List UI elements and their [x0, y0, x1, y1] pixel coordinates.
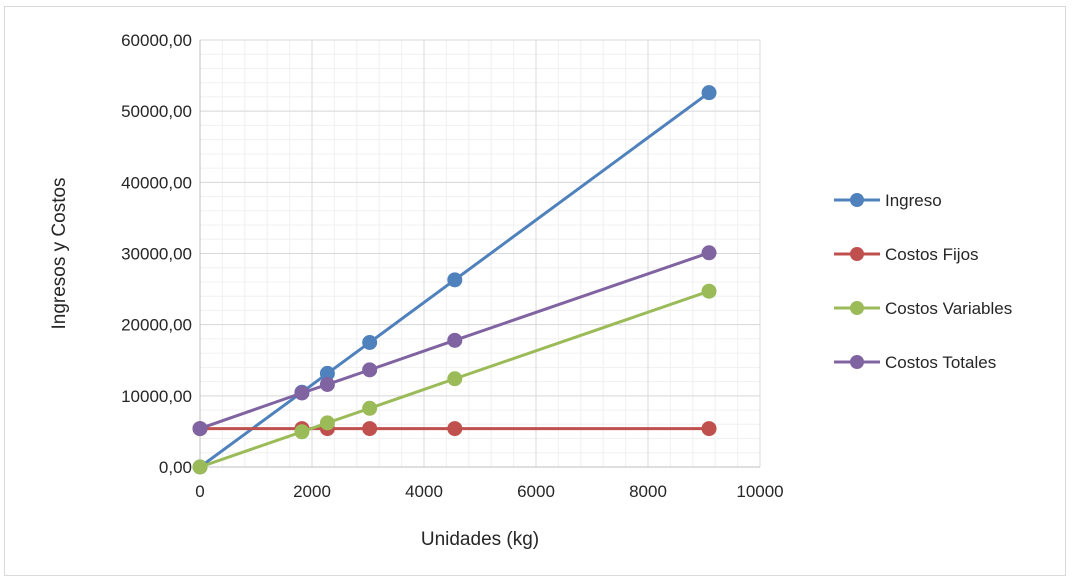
series-line — [199, 289, 710, 469]
axes — [199, 40, 760, 468]
series-line — [199, 91, 710, 469]
y-tick-label: 20000,00 — [121, 316, 192, 335]
series-costos-totales — [192, 245, 717, 437]
tick-labels: 0 2000 4000 6000 8000 10000 0,00 10000,00 20000,… — [121, 31, 784, 501]
legend-marker — [850, 355, 864, 369]
y-tick-label: 10000,00 — [121, 387, 192, 406]
data-point — [701, 245, 717, 261]
y-tick-label: 40000,00 — [121, 173, 192, 192]
x-tick-label: 8000 — [629, 482, 667, 501]
series-costos-fijos — [192, 421, 717, 437]
legend-marker — [850, 301, 864, 315]
x-axis-title: Unidades (kg) — [421, 529, 539, 550]
y-tick-label: 60000,00 — [121, 31, 192, 50]
data-point — [319, 415, 335, 431]
data-point — [701, 421, 717, 437]
data-point — [447, 421, 463, 437]
legend-entry: Costos Fijos — [834, 245, 979, 264]
chart-frame: 0 2000 4000 6000 8000 10000 0,00 10000,00 20000,… — [4, 6, 1066, 576]
legend-label: Costos Totales — [885, 353, 996, 372]
y-tick-label: 0,00 — [159, 458, 192, 477]
x-tick-label: 10000 — [736, 482, 783, 501]
x-tick-label: 4000 — [405, 482, 443, 501]
legend-entry: Costos Variables — [834, 299, 1012, 318]
legend-entry: Ingreso — [834, 191, 942, 210]
legend: Ingreso Costos Fijos Costos Variables Costo… — [834, 191, 1012, 372]
series-line — [199, 251, 710, 430]
data-point — [362, 421, 378, 437]
y-tick-label: 30000,00 — [121, 245, 192, 264]
legend-label: Costos Variables — [885, 299, 1012, 318]
data-point — [701, 283, 717, 299]
major-gridlines — [199, 39, 761, 468]
data-point — [294, 385, 310, 401]
series-ingreso — [192, 85, 717, 475]
x-tick-label: 0 — [195, 482, 204, 501]
data-point — [701, 85, 717, 101]
x-tick-label: 6000 — [517, 482, 555, 501]
legend-entry: Costos Totales — [834, 353, 996, 372]
series-layer — [192, 85, 717, 475]
y-tick-label: 50000,00 — [121, 102, 192, 121]
data-point — [447, 332, 463, 348]
legend-marker — [850, 247, 864, 261]
chart-svg: 0 2000 4000 6000 8000 10000 0,00 10000,00 20000,… — [49, 31, 1012, 550]
series-costos-variables — [192, 283, 717, 475]
data-point — [362, 400, 378, 416]
legend-marker — [850, 193, 864, 207]
legend-label: Costos Fijos — [885, 245, 979, 264]
data-point — [192, 459, 208, 475]
data-point — [294, 424, 310, 440]
y-axis-title: Ingresos y Costos — [49, 177, 70, 329]
x-tick-label: 2000 — [293, 482, 331, 501]
data-point — [319, 376, 335, 392]
data-point — [447, 272, 463, 288]
data-point — [362, 334, 378, 350]
data-point — [362, 362, 378, 378]
legend-label: Ingreso — [885, 191, 942, 210]
data-point — [447, 371, 463, 387]
data-point — [192, 421, 208, 437]
